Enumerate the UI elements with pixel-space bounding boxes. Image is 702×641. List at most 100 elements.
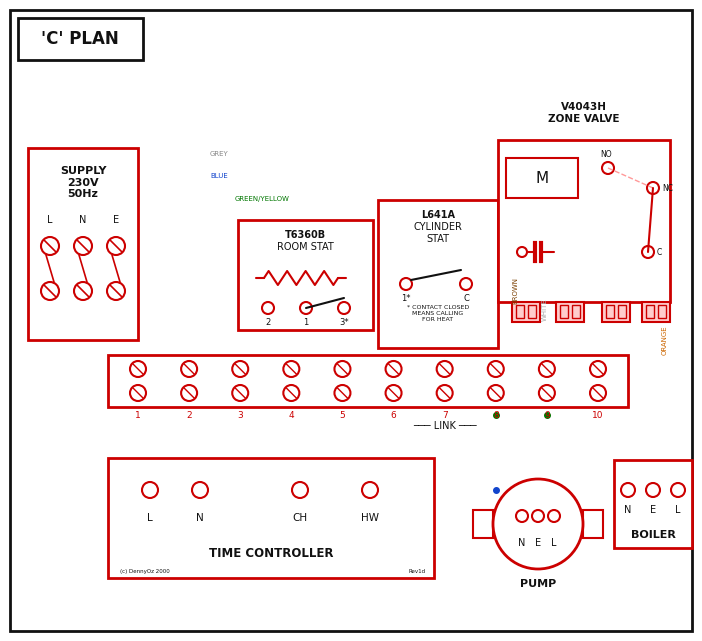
Text: STAT: STAT [427,234,449,244]
Text: V4043H
ZONE VALVE: V4043H ZONE VALVE [548,102,620,124]
Circle shape [262,302,274,314]
Bar [642,302,670,322]
Bar [28,148,138,340]
Bar [18,18,143,60]
Text: CH: CH [293,513,307,523]
Text: BLUE: BLUE [210,173,227,179]
Text: 2: 2 [186,411,192,420]
Text: N: N [79,215,86,225]
Text: L: L [47,215,53,225]
Text: BOILER: BOILER [630,530,675,540]
Circle shape [590,361,606,377]
Bar [516,305,524,318]
Circle shape [232,361,249,377]
Circle shape [548,510,560,522]
Circle shape [437,385,453,401]
Circle shape [400,278,412,290]
Text: ROOM STAT: ROOM STAT [277,242,334,252]
Circle shape [107,282,125,300]
Text: 9: 9 [544,411,550,420]
Circle shape [130,361,146,377]
Circle shape [130,385,146,401]
Circle shape [385,361,402,377]
Text: L: L [551,538,557,548]
Circle shape [338,302,350,314]
Circle shape [642,246,654,258]
Circle shape [300,302,312,314]
Circle shape [437,361,453,377]
Text: 1: 1 [135,411,141,420]
Text: WHITE: WHITE [542,299,548,321]
Text: M: M [536,171,548,185]
Bar [606,305,614,318]
Text: 3: 3 [237,411,243,420]
Text: L641A: L641A [421,210,455,220]
Text: 'C' PLAN: 'C' PLAN [41,30,119,48]
Text: 7: 7 [442,411,448,420]
Bar [560,305,568,318]
Text: HW: HW [361,513,379,523]
Circle shape [602,162,614,174]
Circle shape [493,479,583,569]
Text: 8: 8 [493,411,498,420]
Circle shape [488,361,504,377]
Circle shape [539,361,555,377]
Bar [473,510,493,538]
Bar [498,140,670,302]
Circle shape [334,385,350,401]
Text: NC: NC [662,183,673,192]
Text: 1: 1 [303,318,309,327]
Bar [528,305,536,318]
Text: N: N [518,538,526,548]
Circle shape [671,483,685,497]
Bar [506,158,578,198]
Text: ORANGE: ORANGE [662,325,668,355]
Circle shape [516,510,528,522]
Text: NO: NO [600,150,612,159]
Circle shape [646,483,660,497]
Text: L: L [675,505,681,515]
Circle shape [142,482,158,498]
Bar [618,305,626,318]
Bar [602,302,630,322]
Text: GREY: GREY [210,151,229,157]
Circle shape [181,361,197,377]
Circle shape [107,237,125,255]
Circle shape [621,483,635,497]
Bar [108,355,628,407]
Bar [556,302,584,322]
Text: TIME CONTROLLER: TIME CONTROLLER [208,547,333,560]
Bar [583,510,603,538]
Circle shape [192,482,208,498]
Text: E: E [650,505,656,515]
Circle shape [460,278,472,290]
Text: 4: 4 [289,411,294,420]
Circle shape [181,385,197,401]
Circle shape [362,482,378,498]
Text: CYLINDER: CYLINDER [413,222,463,232]
Circle shape [41,282,59,300]
Circle shape [647,182,659,194]
Text: (c) DennyOz 2000: (c) DennyOz 2000 [120,569,170,574]
Text: 6: 6 [391,411,397,420]
Circle shape [284,361,299,377]
Text: E: E [535,538,541,548]
Text: N: N [624,505,632,515]
Circle shape [532,510,544,522]
Bar [512,302,540,322]
Bar [658,305,666,318]
Bar [238,220,373,330]
Circle shape [41,237,59,255]
Text: 2: 2 [265,318,271,327]
Circle shape [292,482,308,498]
Text: BROWN: BROWN [512,276,518,303]
Text: ─── LINK ───: ─── LINK ─── [413,421,477,431]
Circle shape [517,247,527,257]
Circle shape [334,361,350,377]
Bar [378,200,498,348]
Text: * CONTACT CLOSED
MEANS CALLING
FOR HEAT: * CONTACT CLOSED MEANS CALLING FOR HEAT [407,305,469,322]
Circle shape [74,237,92,255]
Text: C: C [463,294,469,303]
Text: N: N [196,513,204,523]
Text: 1*: 1* [402,294,411,303]
